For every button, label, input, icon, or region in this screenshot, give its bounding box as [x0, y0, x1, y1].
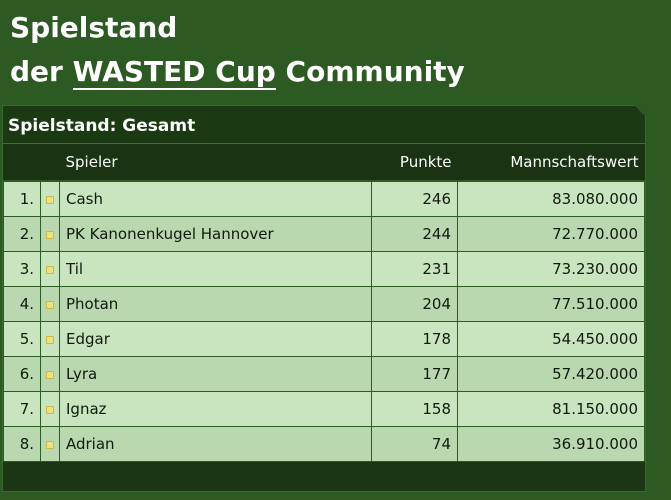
title-prefix: der: [10, 55, 73, 88]
standings-table: Spieler Punkte Mannschaftswert 1. Cash 246…: [3, 144, 645, 462]
table-row: 4. Photan 204 77.510.000: [3, 286, 645, 322]
points-cell: 178: [371, 321, 458, 357]
rank-cell: 3.: [3, 251, 41, 287]
player-icon-cell: [40, 321, 60, 357]
table-row: 3. Til 231 73.230.000: [3, 251, 645, 287]
table-row: 8. Adrian 74 36.910.000: [3, 426, 645, 462]
column-header-player: Spieler: [59, 144, 372, 182]
points-cell: 204: [371, 286, 458, 322]
player-name-cell[interactable]: Cash: [59, 180, 372, 217]
rank-cell: 5.: [3, 321, 41, 357]
page-title: Spielstand der WASTED Cup Community: [10, 6, 465, 94]
wasted-cup-link[interactable]: WASTED Cup: [72, 55, 276, 90]
team-value-cell: 73.230.000: [457, 251, 645, 287]
player-name-cell[interactable]: Lyra: [59, 356, 372, 392]
team-value-cell: 36.910.000: [457, 426, 645, 462]
rank-cell: 4.: [3, 286, 41, 322]
rank-cell: 2.: [3, 216, 41, 252]
team-value-cell: 54.450.000: [457, 321, 645, 357]
points-cell: 158: [371, 391, 458, 427]
player-name-cell[interactable]: Adrian: [59, 426, 372, 462]
player-icon-cell: [40, 180, 60, 217]
points-cell: 74: [371, 426, 458, 462]
player-icon-cell: [40, 216, 60, 252]
rank-cell: 1.: [3, 180, 41, 217]
column-header-rank: [3, 144, 41, 182]
points-cell: 177: [371, 356, 458, 392]
rank-cell: 6.: [3, 356, 41, 392]
player-icon-cell: [40, 356, 60, 392]
table-row: 5. Edgar 178 54.450.000: [3, 321, 645, 357]
table-row: 7. Ignaz 158 81.150.000: [3, 391, 645, 427]
table-row: 1. Cash 246 83.080.000: [3, 180, 645, 217]
player-status-icon: [46, 335, 54, 344]
page-title-line-1: Spielstand: [10, 11, 178, 44]
player-status-icon: [46, 300, 54, 309]
table-header-row: Spieler Punkte Mannschaftswert: [3, 144, 645, 182]
standings-panel: Spielstand: Gesamt Spieler Punkte Mannsc…: [2, 105, 646, 492]
team-value-cell: 57.420.000: [457, 356, 645, 392]
points-cell: 244: [371, 216, 458, 252]
table-row: 2. PK Kanonenkugel Hannover 244 72.770.000: [3, 216, 645, 252]
panel-corner: [634, 105, 646, 117]
player-status-icon: [46, 440, 54, 449]
points-cell: 246: [371, 180, 458, 217]
rank-cell: 8.: [3, 426, 41, 462]
player-status-icon: [46, 230, 54, 239]
page-title-line-2: der WASTED Cup Community: [10, 50, 465, 94]
points-cell: 231: [371, 251, 458, 287]
player-status-icon: [46, 405, 54, 414]
team-value-cell: 81.150.000: [457, 391, 645, 427]
player-icon-cell: [40, 426, 60, 462]
player-icon-cell: [40, 286, 60, 322]
player-name-cell[interactable]: PK Kanonenkugel Hannover: [59, 216, 372, 252]
player-name-cell[interactable]: Til: [59, 251, 372, 287]
player-name-cell[interactable]: Edgar: [59, 321, 372, 357]
team-value-cell: 72.770.000: [457, 216, 645, 252]
player-icon-cell: [40, 391, 60, 427]
player-status-icon: [46, 265, 54, 274]
player-status-icon: [46, 370, 54, 379]
player-name-cell[interactable]: Photan: [59, 286, 372, 322]
title-suffix: Community: [275, 55, 465, 88]
player-status-icon: [46, 195, 54, 204]
player-icon-cell: [40, 251, 60, 287]
panel-title: Spielstand: Gesamt: [3, 106, 645, 144]
team-value-cell: 83.080.000: [457, 180, 645, 217]
table-row: 6. Lyra 177 57.420.000: [3, 356, 645, 392]
player-name-cell[interactable]: Ignaz: [59, 391, 372, 427]
panel-footer: [3, 463, 645, 491]
column-header-points: Punkte: [371, 144, 458, 182]
column-header-team-value: Mannschaftswert: [457, 144, 645, 182]
column-header-icon: [40, 144, 60, 182]
team-value-cell: 77.510.000: [457, 286, 645, 322]
rank-cell: 7.: [3, 391, 41, 427]
